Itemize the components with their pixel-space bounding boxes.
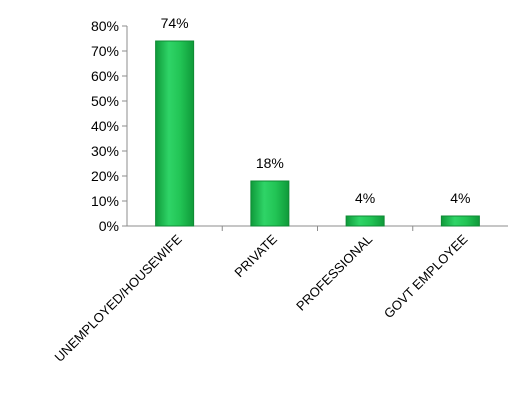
y-tick-label: 50% [91,93,119,109]
x-category-label-0: UNEMPLOYED/HOUSEWIFE [52,231,185,364]
data-labels: 74% 18% 4% 4% [161,15,471,206]
data-label-1: 18% [256,155,284,171]
y-tick-label: 80% [91,18,119,34]
y-tick-label: 40% [91,118,119,134]
data-label-3: 4% [450,190,470,206]
bar-1 [250,180,290,227]
bars [155,40,480,227]
bar-3 [440,215,480,227]
x-category-label-1: PRIVATE [231,231,280,280]
x-category-label-2: PROFESSIONAL [293,232,375,314]
x-axis-category-labels: UNEMPLOYED/HOUSEWIFE PRIVATE PROFESSIONAL G… [52,231,471,364]
y-tick-label: 20% [91,168,119,184]
data-label-2: 4% [355,190,375,206]
y-tick-label: 60% [91,68,119,84]
y-tick-label: 30% [91,143,119,159]
bar-2 [345,215,385,227]
y-tick-label: 0% [99,218,119,234]
bar-0 [155,40,195,227]
y-tick-label: 70% [91,43,119,59]
y-tick-label: 10% [91,193,119,209]
x-category-label-3: GOVT EMPLOYEE [381,231,471,321]
data-label-0: 74% [161,15,189,31]
y-axis-ticks: 0% 10% 20% 30% 40% 50% 60% 70% 80% [91,18,127,234]
